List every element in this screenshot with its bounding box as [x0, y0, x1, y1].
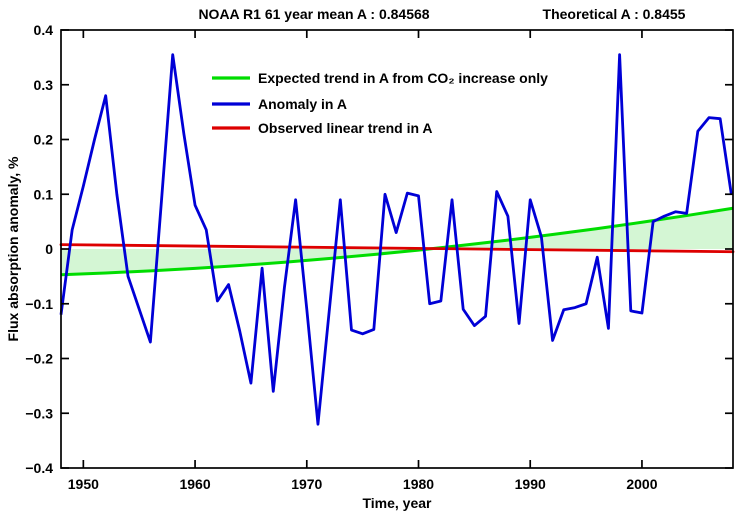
legend-label-expected-trend: Expected trend in A from CO₂ increase on… — [258, 70, 548, 86]
y-tick-label: 0.4 — [34, 22, 54, 38]
y-tick-label: 0 — [45, 241, 53, 257]
x-tick-label: 1950 — [68, 476, 99, 492]
axis-ticks — [61, 29, 733, 469]
expected-trend-fill-area — [61, 208, 733, 275]
y-tick-label: 0.3 — [34, 77, 54, 93]
x-axis-label: Time, year — [362, 495, 432, 511]
y-tick-label: 0.2 — [34, 132, 54, 148]
x-tick-label: 1960 — [179, 476, 210, 492]
legend-label-observed-trend: Observed linear trend in A — [258, 120, 433, 136]
y-tick-label: −0.2 — [25, 351, 53, 367]
chart-title-right: Theoretical A : 0.8455 — [543, 6, 686, 22]
y-tick-label: 0.1 — [34, 186, 54, 202]
anomaly-line — [59, 53, 733, 426]
y-tick-label: −0.1 — [25, 296, 53, 312]
x-tick-label: 2000 — [626, 476, 657, 492]
chart-title-left: NOAA R1 61 year mean A : 0.84568 — [198, 6, 429, 22]
y-tick-label: −0.4 — [25, 460, 53, 476]
y-tick-label: −0.3 — [25, 405, 53, 421]
legend: Expected trend in A from CO₂ increase on… — [212, 70, 548, 136]
legend-label-anomaly: Anomaly in A — [258, 96, 347, 112]
axis-tick-labels: 1950 1960 1970 1980 1990 2000 −0.4 −0.3 −0.2 −0.1… — [25, 22, 657, 492]
observed-trend-line — [59, 243, 735, 254]
y-axis-label: Flux absorption anomaly, % — [5, 156, 21, 341]
x-tick-label: 1970 — [291, 476, 322, 492]
x-tick-label: 1980 — [403, 476, 434, 492]
x-tick-label: 1990 — [515, 476, 546, 492]
